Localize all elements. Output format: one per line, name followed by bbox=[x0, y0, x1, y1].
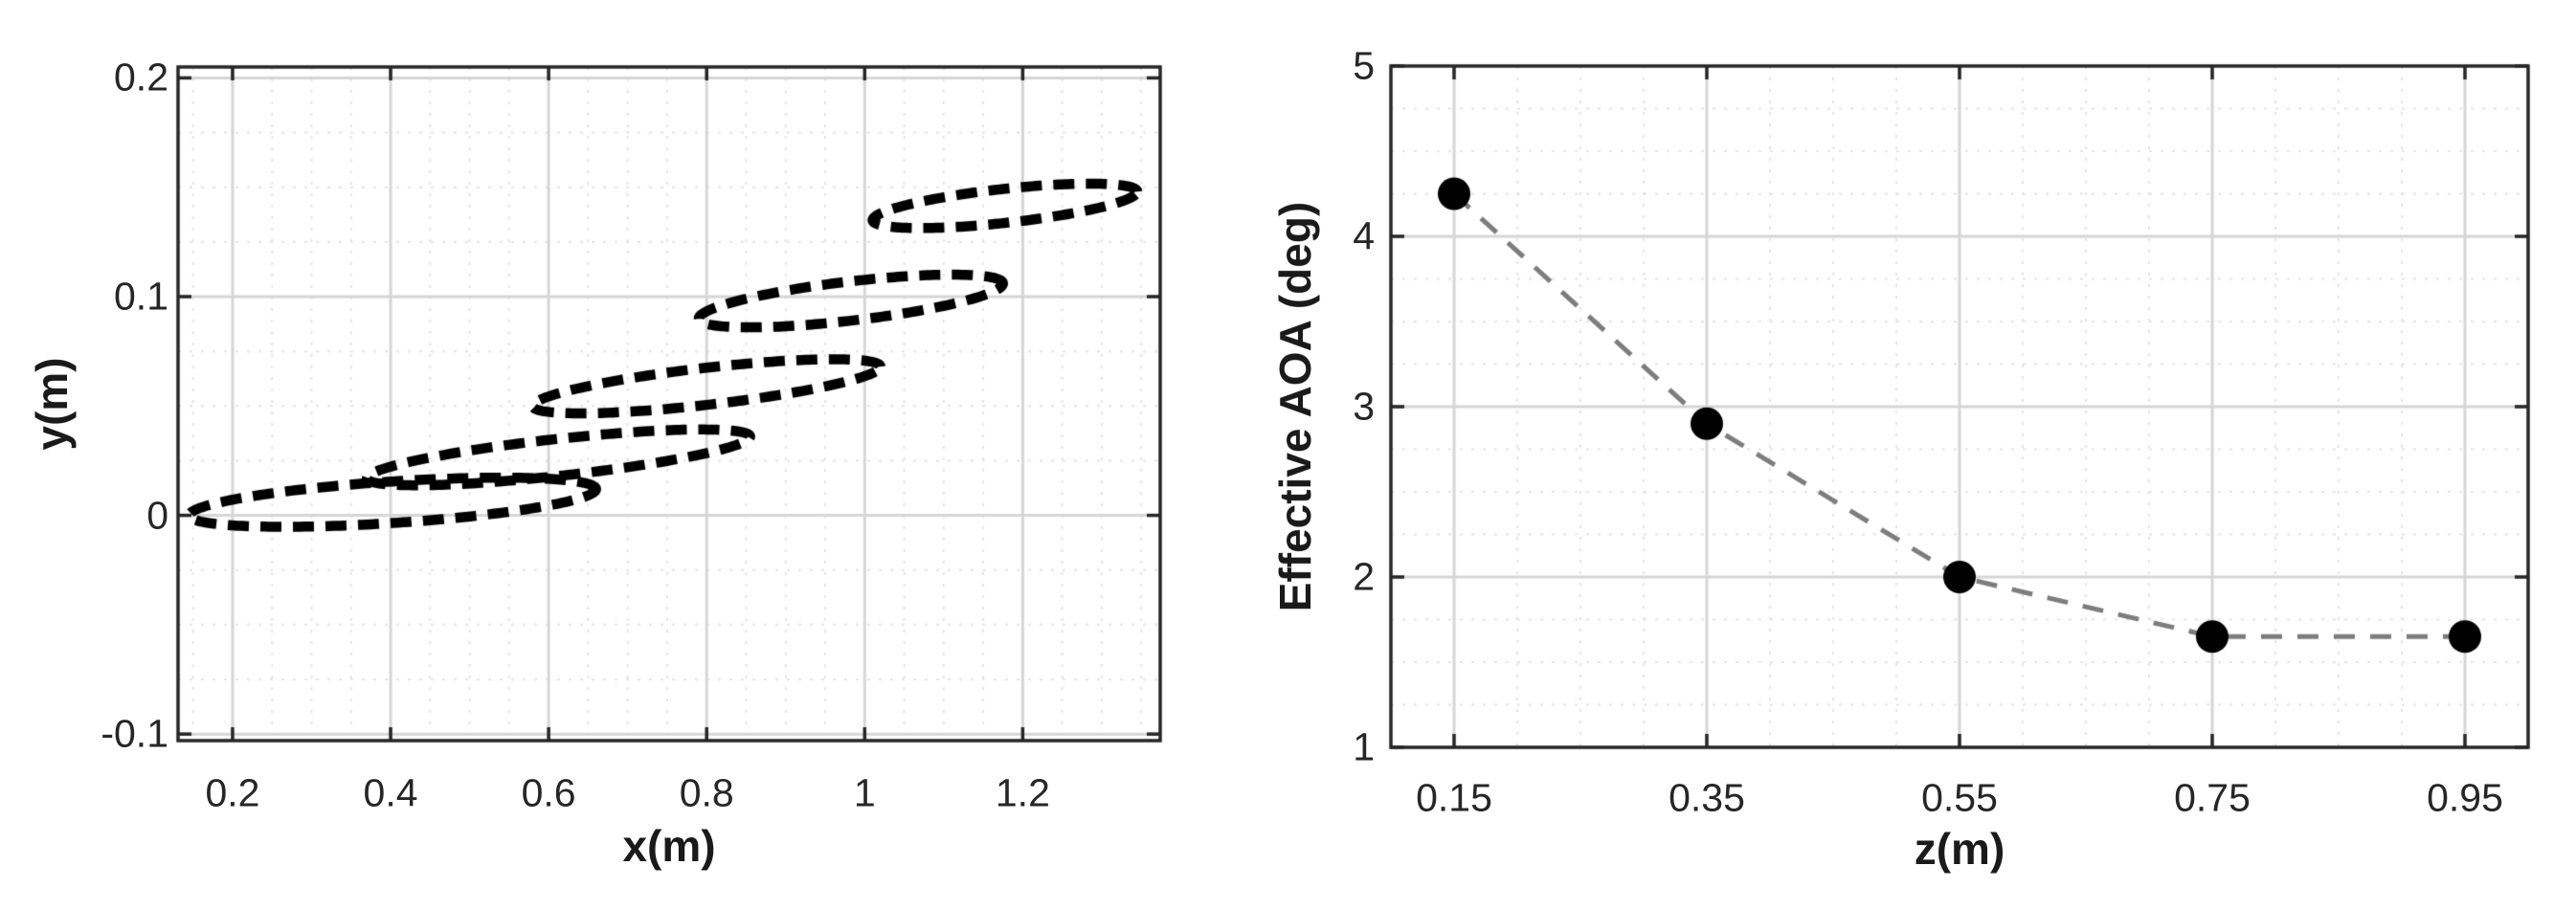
tick-label: 0.1 bbox=[114, 274, 168, 319]
tick-label: 4 bbox=[1353, 213, 1375, 258]
tick-label: 0.8 bbox=[679, 770, 734, 815]
tick-label: 0.35 bbox=[1669, 775, 1745, 820]
tick-label: 0.15 bbox=[1416, 775, 1492, 820]
tick-label: 0.2 bbox=[114, 55, 168, 100]
right-plot-ylabel: Effective AOA (deg) bbox=[1270, 201, 1320, 612]
tick-label: 0.6 bbox=[521, 770, 576, 815]
tick-label: 0.2 bbox=[205, 770, 260, 815]
tick-label: 0.55 bbox=[1921, 775, 1998, 820]
tick-label: 1 bbox=[1353, 724, 1375, 769]
tick-label: 1 bbox=[853, 770, 876, 815]
tick-label: 0.4 bbox=[363, 770, 418, 815]
tick-label: 0.75 bbox=[2174, 775, 2251, 820]
tick-label: 1.2 bbox=[995, 770, 1050, 815]
tick-label: -0.1 bbox=[101, 711, 168, 756]
left-plot-xlabel: x(m) bbox=[622, 821, 716, 871]
tick-label: 3 bbox=[1353, 384, 1375, 429]
tick-label: 5 bbox=[1353, 43, 1375, 88]
tick-label: 0.95 bbox=[2427, 775, 2503, 820]
left-plot-ylabel: y(m) bbox=[27, 357, 77, 451]
tick-label: 2 bbox=[1353, 554, 1375, 599]
tick-label: 0 bbox=[146, 493, 168, 538]
right-plot-xlabel: z(m) bbox=[1914, 824, 2005, 874]
